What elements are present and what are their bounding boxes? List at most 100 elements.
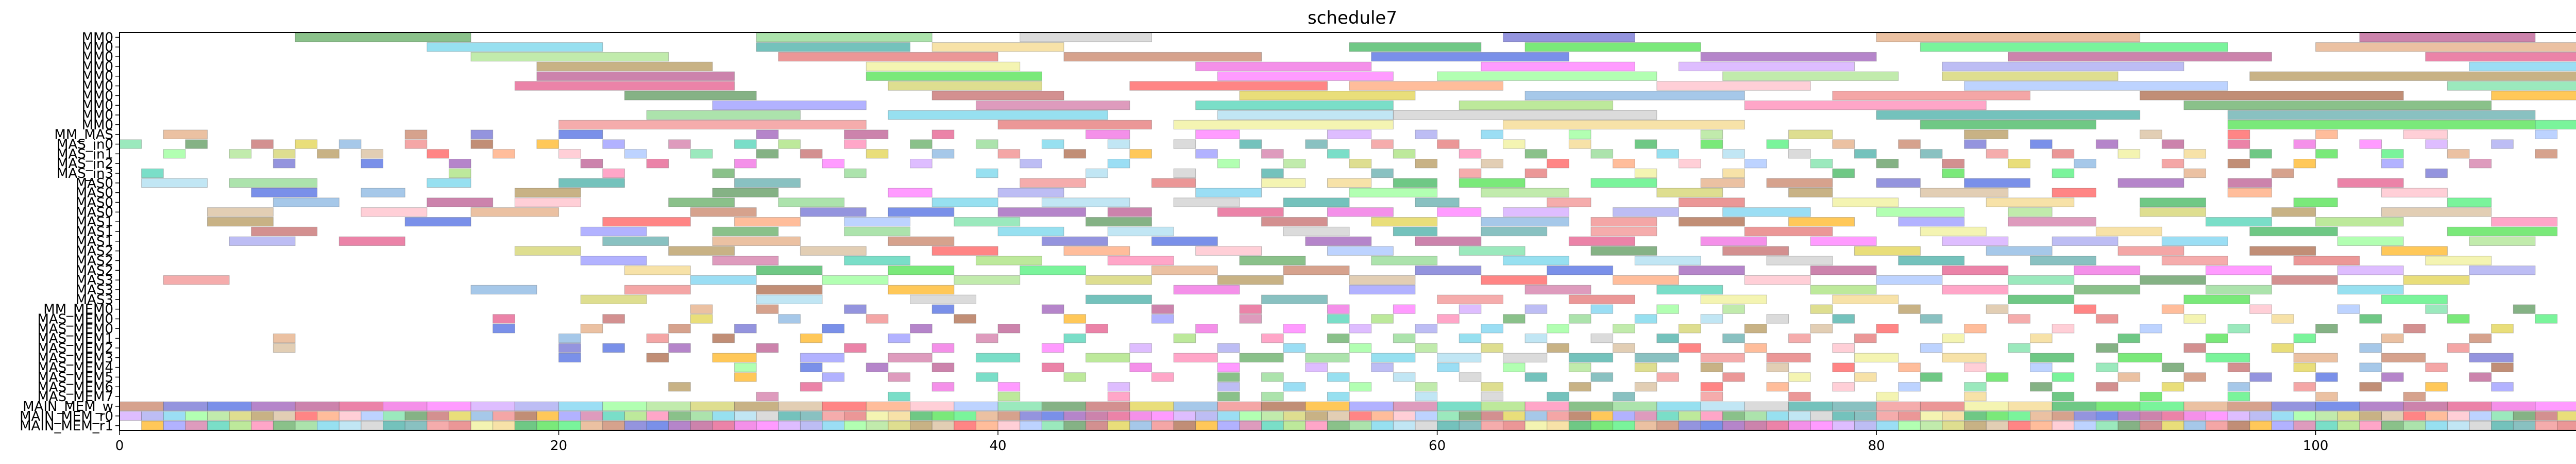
- bar-main-mem-w-35: [1656, 401, 1701, 411]
- bar-main-mem-r1-101: [2359, 421, 2382, 430]
- bar-main-mem-r1-86: [2030, 421, 2053, 430]
- bar-mas-mem0-10: [1349, 324, 1372, 334]
- bar-mas-mem7-13: [1876, 391, 1899, 402]
- bar-mas0-8: [1327, 178, 1372, 188]
- bar-mas2-12: [2117, 246, 2184, 256]
- bar-main-mem-r0-77: [1810, 411, 1833, 421]
- y-tick-label: MAS_MEM7: [37, 389, 113, 405]
- bar-mas-in0-21: [1437, 139, 1460, 149]
- bar-mas-in1-37: [2535, 149, 2558, 159]
- bar-main-mem-r1-7: [295, 421, 318, 430]
- bar-main-mem-r1-73: [1744, 421, 1767, 430]
- bar-mas-mem3-22: [2293, 353, 2338, 362]
- bar-mas2-9: [1722, 246, 1789, 256]
- bar-main-mem-r1-75: [1788, 421, 1811, 430]
- bar-mas-in0-36: [2425, 139, 2448, 149]
- bar-mas2-3: [931, 246, 998, 256]
- bar-mas-mem7-10: [1613, 391, 1635, 402]
- bar-mas-mem4-22: [2293, 362, 2316, 372]
- bar-mas-in2-28: [2469, 159, 2492, 169]
- bar-mas0-17: [2271, 207, 2316, 217]
- bar-main-mem-r0-72: [1700, 411, 1723, 421]
- bar-mas0-1: [361, 207, 428, 217]
- bar-main-mem-r0-19: [536, 411, 560, 421]
- bar-mas-in1-6: [493, 149, 515, 159]
- bar-mm0-3: [1393, 110, 1657, 120]
- bar-main-mem-r1-10: [361, 421, 384, 430]
- bar-mas-mem0-4: [822, 324, 845, 334]
- bar-mas-mem0-11: [1415, 324, 1438, 334]
- bar-mas-in3-11: [1524, 168, 1548, 178]
- bar-mas-mem0-16: [1744, 324, 1767, 334]
- bar-main-mem-r1-8: [317, 421, 340, 430]
- bar-mas-mem5-18: [1986, 372, 2009, 382]
- bar-mas-mem6-13: [1766, 382, 1789, 392]
- bar-mas-in2-13: [1415, 159, 1438, 169]
- bar-mas-mem4-4: [1041, 362, 1064, 372]
- bar-mas-mem6-15: [1898, 382, 1921, 392]
- bar-mas-mem2-16: [1678, 343, 1701, 353]
- bar-mas-mem7-4: [1217, 391, 1240, 402]
- bar-mas-in2-12: [1349, 159, 1372, 169]
- bar-mas-mem3-14: [1634, 353, 1679, 362]
- bar-mas1-9: [1481, 217, 1569, 227]
- bar-mas-in1-18: [1261, 149, 1284, 159]
- bar-main-mem-r1-31: [822, 421, 845, 430]
- bar-mas2-3: [1020, 266, 1087, 275]
- bar-main-mem-r0-74: [1744, 411, 1767, 421]
- bar-mas0-12: [1613, 207, 1679, 217]
- bar-mm-mem0-21: [2425, 304, 2448, 314]
- bar-main-mem-r1-105: [2447, 421, 2470, 430]
- bar-mas0-17: [2227, 178, 2272, 188]
- bar-mas-mem1-24: [2381, 333, 2404, 343]
- bar-mas2-1: [712, 256, 779, 266]
- bar-main-mem-r1-40: [1020, 421, 1042, 430]
- bar-main-mem-r0-35: [888, 411, 911, 421]
- bar-main-mem-w-15: [778, 401, 823, 411]
- bar-mas-mem3-17: [1854, 353, 1899, 362]
- bar-mas-in1-5: [427, 149, 449, 159]
- bar-mas3-14: [2403, 275, 2470, 285]
- bar-main-mem-r0-40: [997, 411, 1021, 421]
- bar-main-mem-r1-2: [185, 421, 208, 430]
- bar-mas-in1-29: [1986, 149, 2009, 159]
- bar-main-mem-w-3: [251, 401, 296, 411]
- bar-mas-mem5-17: [1920, 372, 1943, 382]
- bar-main-mem-r0-51: [1239, 411, 1262, 421]
- y-tick-label: MAS3: [76, 273, 113, 288]
- bar-mas3-6: [1568, 294, 1635, 304]
- bar-mas3-7: [1481, 275, 1548, 285]
- bar-main-mem-r0-45: [1107, 411, 1130, 421]
- bar-main-mem-r1-6: [273, 421, 296, 430]
- bar-mas-mem6-20: [2227, 382, 2250, 392]
- bar-mas0-11: [1590, 178, 1657, 188]
- bar-main-mem-r1-109: [2535, 421, 2558, 430]
- bar-mas3-1: [690, 275, 757, 285]
- bar-mas1-11: [1810, 236, 1877, 246]
- bar-mm-mas-2: [470, 129, 494, 139]
- x-tick-label: 60: [1429, 438, 1446, 454]
- bar-mm-mas-13: [1700, 129, 1723, 139]
- bar-mas-mem0-18: [1920, 314, 1943, 324]
- bar-mm0-2: [1020, 32, 1152, 42]
- bar-main-mem-r0-2: [163, 411, 186, 421]
- bar-mm0-0: [712, 101, 867, 110]
- bar-main-mem-w-9: [514, 401, 560, 411]
- bar-mas-mem4-16: [1898, 362, 1921, 372]
- bar-main-mem-r1-61: [1481, 421, 1503, 430]
- y-tick-label: MAS_MEM3: [37, 351, 113, 366]
- bar-mas-mem7-9: [1547, 391, 1569, 402]
- bar-mas-mem1-19: [1942, 333, 1965, 343]
- y-tick-label: MM_MAS: [54, 127, 113, 143]
- bar-mas0-8: [1283, 197, 1350, 207]
- bar-mas-in1-4: [361, 149, 384, 159]
- bar-main-mem-r1-1: [163, 421, 186, 430]
- bar-mas-mem5-4: [1063, 372, 1087, 382]
- bar-main-mem-r1-36: [931, 421, 955, 430]
- bar-mm0-0: [536, 71, 735, 81]
- bar-main-mem-r1-95: [2227, 421, 2250, 430]
- bar-mas-in1-31: [2117, 149, 2141, 159]
- bar-main-mem-r1-43: [1086, 421, 1108, 430]
- bar-mas2-11: [1986, 246, 2053, 256]
- y-tick-label: MAS0: [76, 195, 113, 211]
